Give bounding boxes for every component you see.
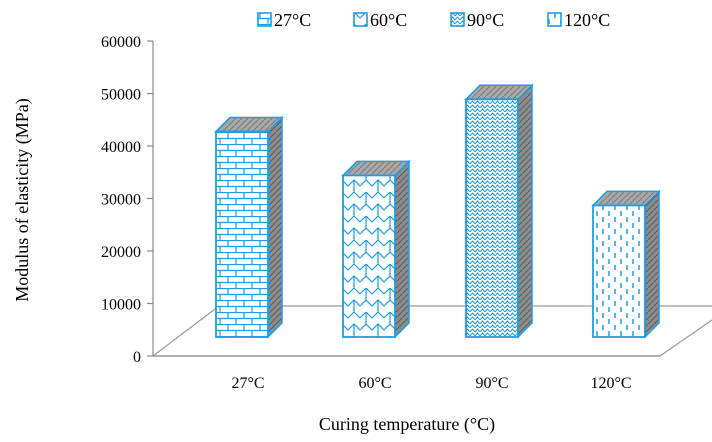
y-axis-title: Modulus of elasticity (MPa) [12, 98, 33, 301]
legend-label: 27°C [274, 10, 311, 30]
legend-swatch [547, 12, 562, 27]
y-tick-labels: 0 10000 20000 30000 40000 50000 60000 [101, 34, 141, 366]
x-tick-label: 60°C [358, 375, 391, 392]
legend: 27°C 60°C 90°C 120°C [257, 10, 610, 30]
legend-item: 27°C [257, 10, 311, 30]
bar-side [267, 115, 283, 339]
y-tick-label: 50000 [101, 87, 141, 104]
y-tick-label: 20000 [101, 244, 141, 261]
legend-item: 90°C [450, 10, 504, 30]
y-tick-label: 0 [133, 349, 141, 366]
legend-label: 60°C [370, 10, 407, 30]
x-tick-labels: 27°C 60°C 90°C 120°C [231, 375, 631, 392]
bars [214, 83, 661, 339]
bar-side [644, 189, 660, 339]
bar-side [517, 83, 533, 339]
y-tick-label: 60000 [101, 34, 141, 51]
bar-side [394, 159, 410, 339]
legend-swatch [257, 12, 272, 27]
bar-2 [341, 159, 411, 339]
legend-label: 120°C [564, 10, 610, 30]
x-tick-label: 120°C [590, 375, 631, 392]
bar-front [465, 98, 519, 338]
bar-1 [214, 115, 284, 339]
y-tick-label: 40000 [101, 139, 141, 156]
x-tick-label: 90°C [475, 375, 508, 392]
bar-3 [464, 83, 534, 339]
x-axis-title: Curing temperature (°C) [319, 414, 495, 435]
y-tick-label: 10000 [101, 297, 141, 314]
y-axis [147, 40, 660, 357]
x-tick-label: 27°C [231, 375, 264, 392]
bar-front [342, 174, 396, 338]
bar-front [215, 130, 269, 338]
bar-4 [591, 189, 661, 339]
bar-front [592, 204, 646, 338]
legend-item: 60°C [353, 10, 407, 30]
legend-item: 120°C [547, 10, 610, 30]
legend-swatch [353, 12, 368, 27]
legend-label: 90°C [467, 10, 504, 30]
y-tick-label: 30000 [101, 192, 141, 209]
legend-swatch [450, 12, 465, 27]
